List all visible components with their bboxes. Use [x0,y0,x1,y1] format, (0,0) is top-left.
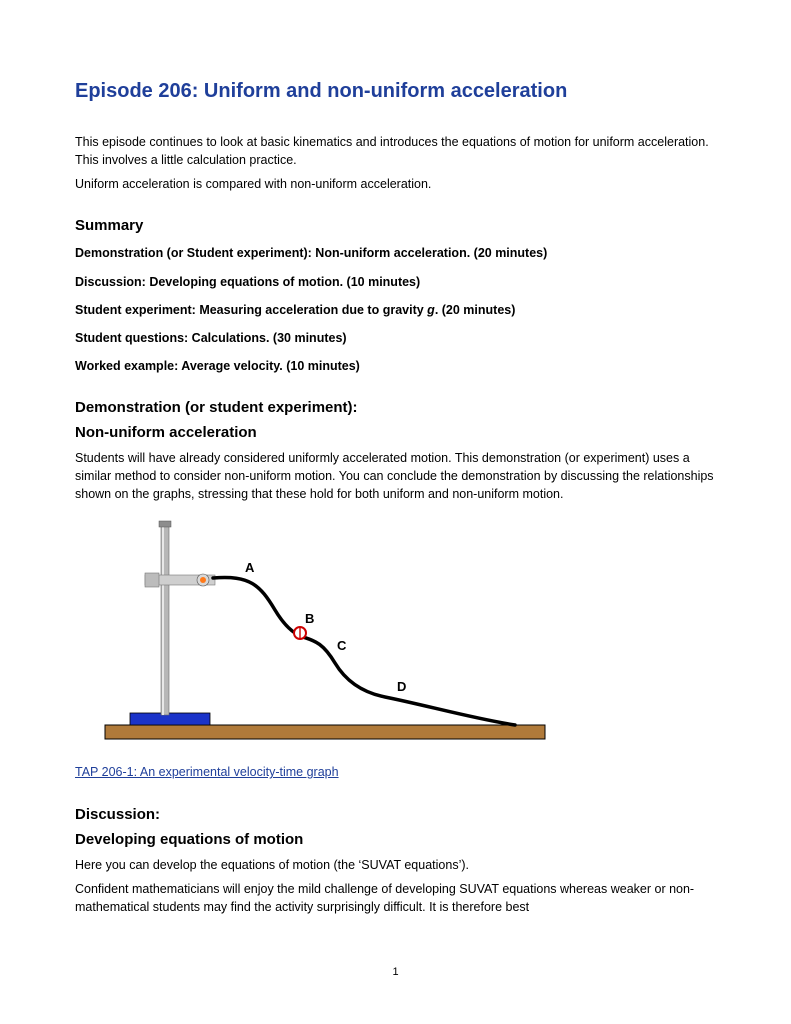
apparatus-diagram: A B C D [75,515,716,745]
demo-heading-2: Non-uniform acceleration [75,424,716,441]
summary-item: Demonstration (or Student experiment): N… [75,244,716,262]
discussion-heading-1: Discussion: [75,806,716,823]
page-title: Episode 206: Uniform and non-uniform acc… [75,80,716,103]
intro-paragraph-2: Uniform acceleration is compared with no… [75,175,716,193]
demo-heading-1: Demonstration (or student experiment): [75,399,716,416]
discussion-p2: Confident mathematicians will enjoy the … [75,880,716,916]
svg-text:A: A [245,560,255,575]
page-number: 1 [75,966,716,978]
svg-text:D: D [397,679,406,694]
svg-text:C: C [337,638,347,653]
discussion-heading-2: Developing equations of motion [75,831,716,848]
summary-item: Worked example: Average velocity. (10 mi… [75,357,716,375]
summary-item: Student questions: Calculations. (30 min… [75,329,716,347]
demo-body: Students will have already considered un… [75,449,716,503]
summary-heading: Summary [75,217,716,234]
summary-item: Discussion: Developing equations of moti… [75,273,716,291]
summary-item: Student experiment: Measuring accelerati… [75,301,716,319]
summary-item-suffix: . (20 minutes) [435,303,516,317]
svg-text:B: B [305,611,314,626]
discussion-p1: Here you can develop the equations of mo… [75,856,716,874]
intro-paragraph-1: This episode continues to look at basic … [75,133,716,169]
tap-link[interactable]: TAP 206-1: An experimental velocity-time… [75,765,339,779]
summary-item-prefix: Student experiment: Measuring accelerati… [75,303,427,317]
summary-item-symbol: g [427,303,435,317]
